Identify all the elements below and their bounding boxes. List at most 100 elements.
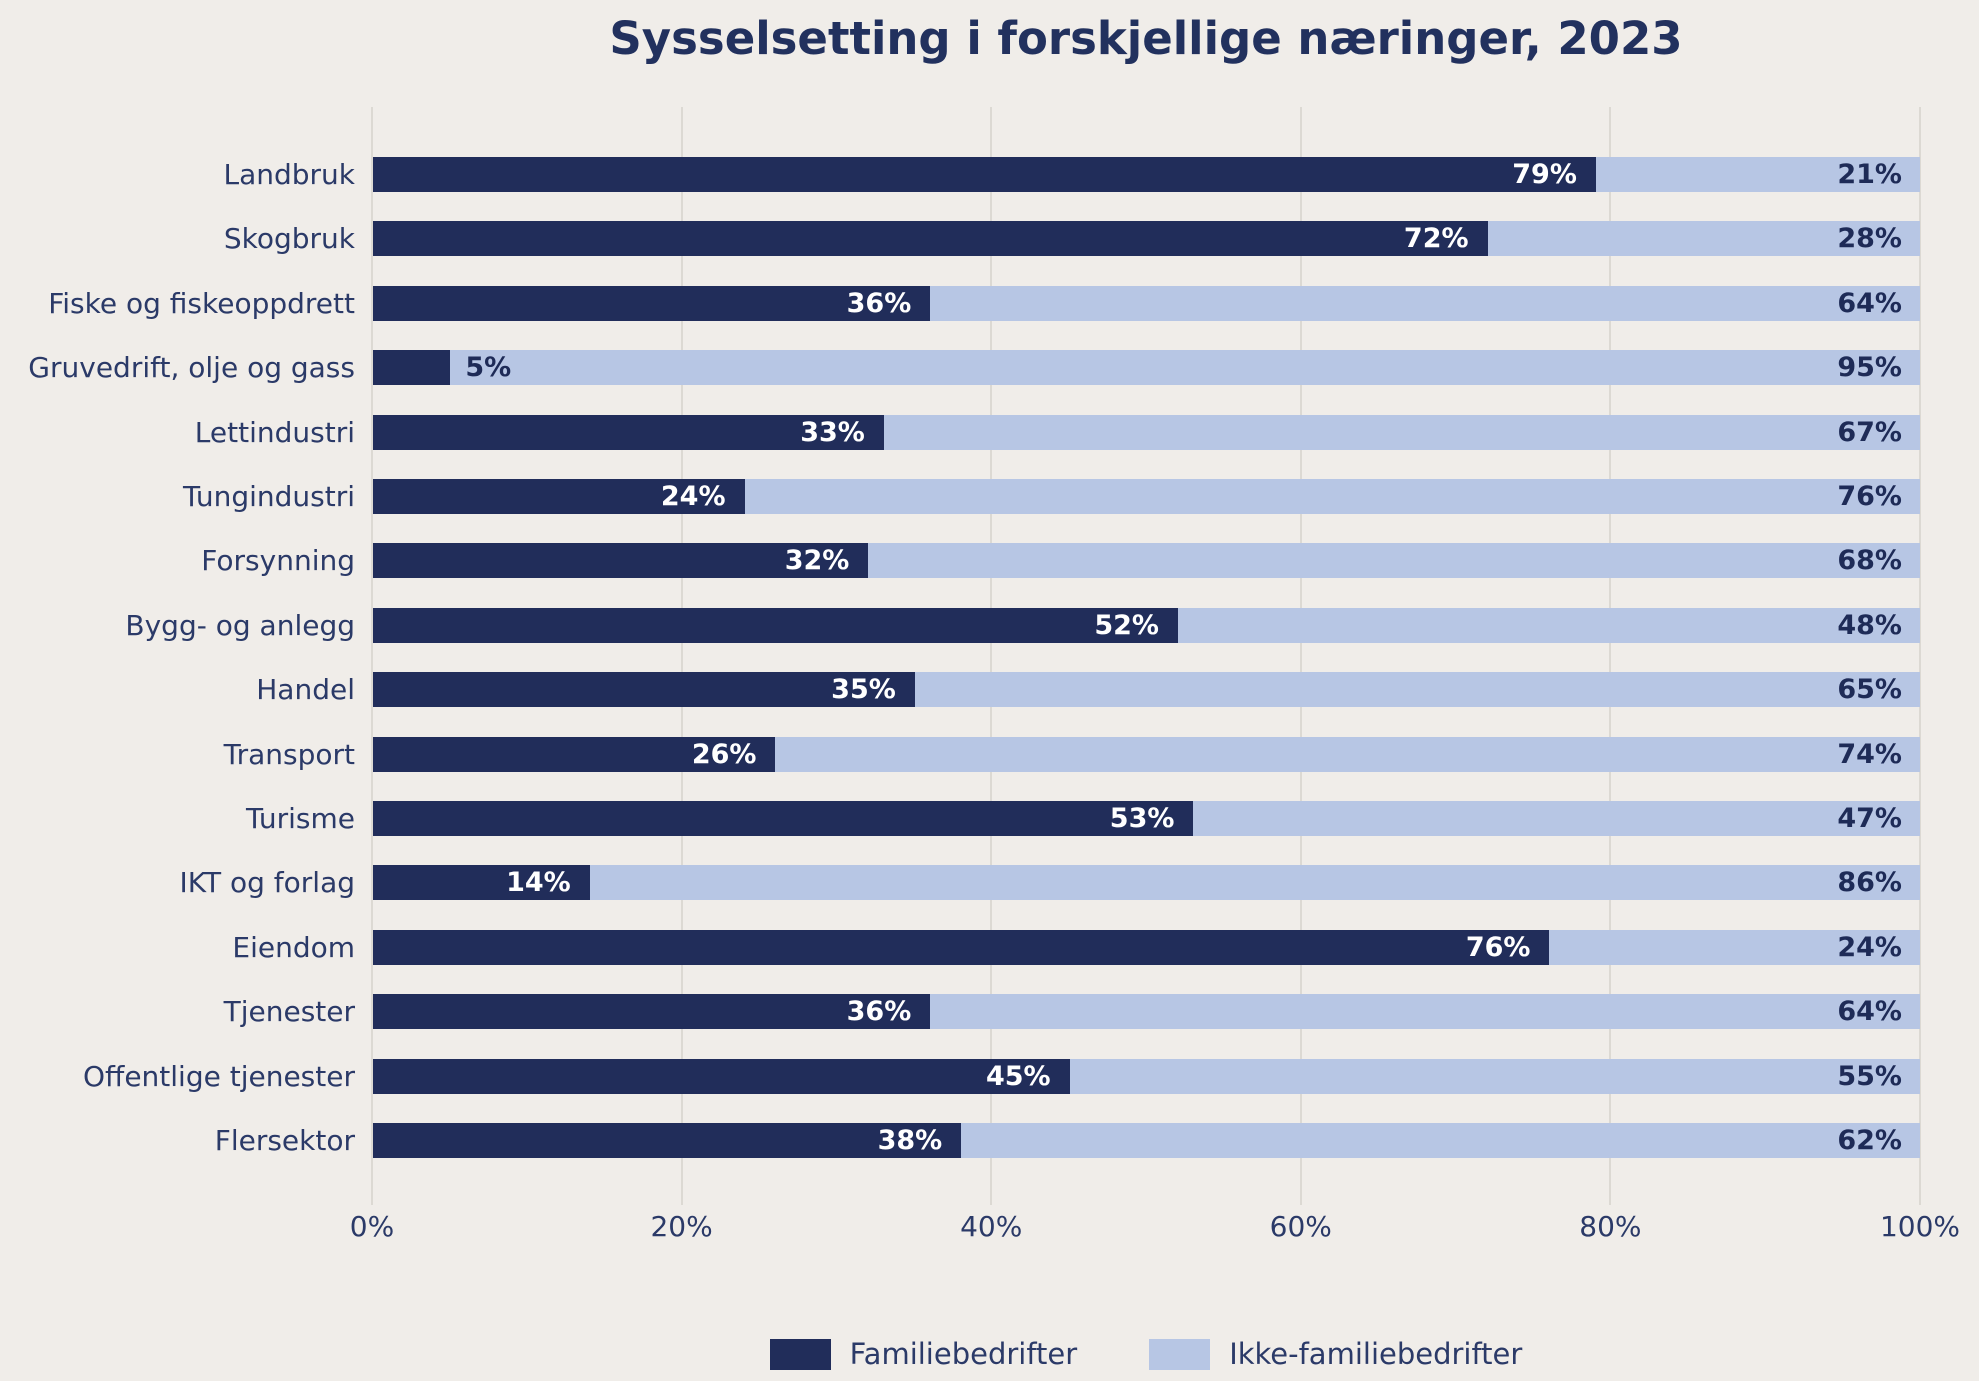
bar-segment-ikke-familiebedrifter [930, 994, 1920, 1029]
bar-value-familiebedrifter: 32% [784, 545, 850, 576]
category-label: Skogbruk [223, 222, 355, 255]
category-label: Tjenester [223, 995, 355, 1028]
bar-value-familiebedrifter: 79% [1512, 159, 1577, 190]
bar-segment-familiebedrifter [373, 415, 884, 450]
gridline [1299, 107, 1302, 1205]
bar-value-familiebedrifter: 53% [1109, 803, 1175, 834]
bar-value-familiebedrifter: 36% [846, 996, 912, 1027]
bar-segment-familiebedrifter [373, 479, 745, 514]
x-tick-label: 0% [349, 1210, 395, 1243]
category-label: Flersektor [214, 1124, 355, 1157]
gridline [371, 107, 373, 1205]
gridline [1609, 107, 1612, 1205]
bar-value-ikke-familiebedrifter: 55% [1837, 1061, 1902, 1092]
bar-value-ikke-familiebedrifter: 74% [1837, 739, 1902, 770]
x-tick-label: 80% [1579, 1210, 1642, 1243]
bar-segment-ikke-familiebedrifter [1177, 608, 1920, 643]
category-label: Lettindustri [194, 416, 355, 449]
category-label: Tungindustri [182, 480, 355, 513]
bar-value-familiebedrifter: 72% [1403, 223, 1469, 254]
bar-segment-ikke-familiebedrifter [914, 672, 1920, 707]
bar-value-ikke-familiebedrifter: 76% [1837, 481, 1902, 512]
bar-segment-familiebedrifter [373, 157, 1596, 192]
legend-item-familiebedrifter: Familiebedrifter [769, 1336, 1078, 1371]
chart-title: Sysselsetting i forskjellige næringer, 2… [609, 12, 1683, 65]
bar-segment-familiebedrifter [373, 1059, 1070, 1094]
x-tick-label: 40% [960, 1210, 1023, 1243]
x-tick-label: 100% [1879, 1210, 1961, 1243]
bar-segment-familiebedrifter [373, 865, 590, 900]
bar-value-familiebedrifter: 76% [1465, 932, 1531, 963]
legend-label-ikke-familiebedrifter: Ikke-familiebedrifter [1229, 1336, 1523, 1371]
bar-value-familiebedrifter: 38% [877, 1125, 943, 1156]
category-label: Transport [223, 738, 355, 771]
bar-segment-familiebedrifter [373, 1123, 962, 1158]
bar-segment-ikke-familiebedrifter [775, 737, 1920, 772]
bar-value-familiebedrifter: 52% [1094, 610, 1159, 641]
gridline [990, 107, 993, 1205]
bar-segment-familiebedrifter [373, 221, 1488, 256]
bar-value-ikke-familiebedrifter: 47% [1837, 803, 1902, 834]
bar-value-ikke-familiebedrifter: 48% [1837, 610, 1902, 641]
bar-segment-ikke-familiebedrifter [1549, 930, 1920, 965]
bar-segment-familiebedrifter [373, 672, 915, 707]
bar-value-ikke-familiebedrifter: 86% [1837, 867, 1902, 898]
bar-segment-familiebedrifter [373, 608, 1178, 643]
gridline [1919, 107, 1921, 1205]
category-label: Handel [256, 673, 355, 706]
bar-value-ikke-familiebedrifter: 67% [1837, 417, 1902, 448]
bar-segment-familiebedrifter [373, 930, 1550, 965]
bar-segment-ikke-familiebedrifter [868, 543, 1920, 578]
category-label: IKT og forlag [179, 866, 355, 899]
category-label: Fiske og fiskeoppdrett [48, 287, 355, 320]
category-label: Forsynning [201, 544, 355, 577]
gridline [680, 107, 683, 1205]
bar-value-ikke-familiebedrifter: 65% [1837, 674, 1902, 705]
legend-label-familiebedrifter: Familiebedrifter [849, 1336, 1078, 1371]
bar-segment-ikke-familiebedrifter [1069, 1059, 1920, 1094]
legend-item-ikke-familiebedrifter: Ikke-familiebedrifter [1149, 1336, 1523, 1371]
category-label: Turisme [246, 802, 355, 835]
bar-segment-familiebedrifter [373, 801, 1194, 836]
bar-segment-ikke-familiebedrifter [589, 865, 1920, 900]
bar-segment-ikke-familiebedrifter [1487, 221, 1920, 256]
category-label: Gruvedrift, olje og gass [28, 351, 355, 384]
bar-segment-ikke-familiebedrifter [961, 1123, 1920, 1158]
bar-value-ikke-familiebedrifter: 21% [1837, 159, 1902, 190]
bar-segment-ikke-familiebedrifter [930, 286, 1920, 321]
bar-value-ikke-familiebedrifter: 95% [1837, 352, 1902, 383]
legend-swatch-familiebedrifter [769, 1338, 831, 1370]
bar-segment-familiebedrifter [373, 737, 776, 772]
x-tick-label: 20% [650, 1210, 713, 1243]
bar-value-ikke-familiebedrifter: 24% [1837, 932, 1902, 963]
bar-segment-ikke-familiebedrifter [744, 479, 1920, 514]
bar-segment-familiebedrifter [373, 286, 931, 321]
x-tick-label: 60% [1269, 1210, 1332, 1243]
bar-value-familiebedrifter: 14% [506, 867, 571, 898]
bar-value-familiebedrifter: 24% [660, 481, 726, 512]
legend-swatch-ikke-familiebedrifter [1149, 1338, 1211, 1370]
bar-segment-ikke-familiebedrifter [1193, 801, 1920, 836]
bar-value-ikke-familiebedrifter: 68% [1837, 545, 1902, 576]
bar-segment-familiebedrifter [373, 350, 451, 385]
legend: Familiebedrifter Ikke-familiebedrifter [372, 1332, 1920, 1376]
category-label: Bygg- og anlegg [125, 609, 355, 642]
bar-value-familiebedrifter: 5% [465, 352, 512, 383]
bar-segment-familiebedrifter [373, 994, 931, 1029]
category-label: Landbruk [223, 158, 355, 191]
bar-segment-familiebedrifter [373, 543, 869, 578]
bar-value-familiebedrifter: 36% [846, 288, 912, 319]
bar-value-familiebedrifter: 35% [831, 674, 896, 705]
bar-segment-ikke-familiebedrifter [883, 415, 1920, 450]
bar-value-ikke-familiebedrifter: 28% [1837, 223, 1902, 254]
category-label: Eiendom [232, 931, 355, 964]
bar-value-ikke-familiebedrifter: 64% [1837, 288, 1902, 319]
bar-value-familiebedrifter: 26% [691, 739, 757, 770]
bar-value-ikke-familiebedrifter: 62% [1837, 1125, 1902, 1156]
bar-value-familiebedrifter: 33% [800, 417, 865, 448]
bar-value-ikke-familiebedrifter: 64% [1837, 996, 1902, 1027]
bar-segment-ikke-familiebedrifter [450, 350, 1920, 385]
bar-value-familiebedrifter: 45% [985, 1061, 1051, 1092]
category-label: Offentlige tjenester [82, 1060, 355, 1093]
